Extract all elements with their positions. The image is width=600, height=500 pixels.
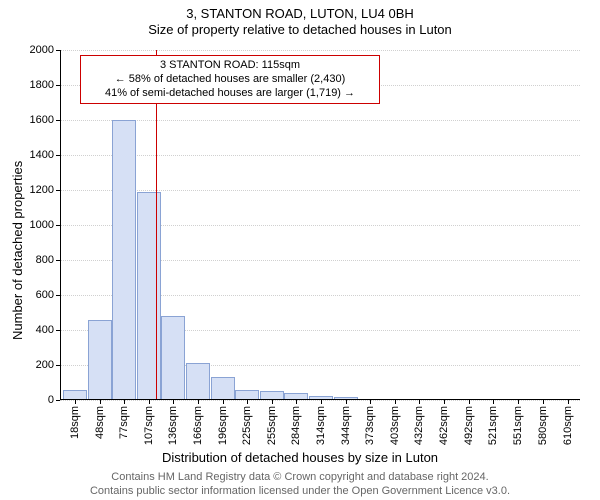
- grid-line: [60, 120, 580, 122]
- x-tick-mark: [149, 400, 150, 404]
- annotation-box: 3 STANTON ROAD: 115sqm ← 58% of detached…: [80, 55, 380, 104]
- chart-container: 3, STANTON ROAD, LUTON, LU4 0BH Size of …: [0, 0, 600, 500]
- x-tick-label: 462sqm: [438, 406, 450, 445]
- histogram-bar: [88, 320, 112, 401]
- x-tick-label: 136sqm: [167, 406, 179, 445]
- x-tick-mark: [198, 400, 199, 404]
- x-tick-mark: [419, 400, 420, 404]
- x-tick-mark: [444, 400, 445, 404]
- y-axis-label: Number of detached properties: [10, 161, 25, 340]
- chart-subtitle: Size of property relative to detached ho…: [0, 22, 600, 37]
- x-tick-label: 373sqm: [364, 406, 376, 445]
- x-tick-mark: [100, 400, 101, 404]
- x-tick-mark: [321, 400, 322, 404]
- grid-line: [60, 400, 580, 402]
- y-tick-label: 1000: [30, 219, 54, 231]
- x-tick-label: 492sqm: [463, 406, 475, 445]
- y-tick-label: 600: [36, 289, 54, 301]
- x-tick-mark: [272, 400, 273, 404]
- x-tick-label: 77sqm: [118, 406, 130, 439]
- y-tick-label: 1200: [30, 184, 54, 196]
- y-tick-label: 1600: [30, 114, 54, 126]
- x-tick-label: 610sqm: [562, 406, 574, 445]
- x-tick-mark: [370, 400, 371, 404]
- plot-area: 0200400600800100012001400160018002000 18…: [60, 50, 580, 400]
- x-tick-mark: [493, 400, 494, 404]
- x-tick-mark: [469, 400, 470, 404]
- y-tick-label: 400: [36, 324, 54, 336]
- x-tick-mark: [568, 400, 569, 404]
- y-tick-label: 1400: [30, 149, 54, 161]
- y-tick-label: 200: [36, 359, 54, 371]
- y-tick-label: 800: [36, 254, 54, 266]
- x-tick-mark: [395, 400, 396, 404]
- grid-line: [60, 50, 580, 52]
- y-tick-label: 2000: [30, 44, 54, 56]
- x-tick-mark: [518, 400, 519, 404]
- histogram-bar: [186, 363, 210, 400]
- annotation-line2: ← 58% of detached houses are smaller (2,…: [87, 73, 373, 87]
- x-tick-label: 225sqm: [241, 406, 253, 445]
- x-tick-mark: [543, 400, 544, 404]
- x-tick-mark: [296, 400, 297, 404]
- footer-line1: Contains HM Land Registry data © Crown c…: [0, 470, 600, 484]
- x-tick-mark: [223, 400, 224, 404]
- footer-line2: Contains public sector information licen…: [0, 484, 600, 498]
- y-axis: [60, 50, 61, 400]
- x-axis-label: Distribution of detached houses by size …: [0, 450, 600, 465]
- histogram-bar: [112, 120, 136, 400]
- y-tick-mark: [56, 400, 60, 401]
- x-tick-label: 255sqm: [266, 406, 278, 445]
- grid-line: [60, 155, 580, 157]
- x-tick-label: 521sqm: [487, 406, 499, 445]
- x-tick-label: 551sqm: [512, 406, 524, 445]
- x-tick-label: 196sqm: [217, 406, 229, 445]
- histogram-bar: [211, 377, 235, 400]
- x-tick-label: 107sqm: [143, 406, 155, 445]
- chart-title: 3, STANTON ROAD, LUTON, LU4 0BH: [0, 6, 600, 21]
- x-tick-label: 403sqm: [389, 406, 401, 445]
- y-tick-label: 0: [48, 394, 54, 406]
- annotation-line1: 3 STANTON ROAD: 115sqm: [87, 59, 373, 73]
- x-tick-label: 48sqm: [94, 406, 106, 439]
- x-tick-mark: [247, 400, 248, 404]
- x-tick-mark: [124, 400, 125, 404]
- x-tick-label: 18sqm: [69, 406, 81, 439]
- x-tick-mark: [346, 400, 347, 404]
- y-tick-label: 1800: [30, 79, 54, 91]
- x-tick-label: 314sqm: [315, 406, 327, 445]
- footer-text: Contains HM Land Registry data © Crown c…: [0, 470, 600, 499]
- x-tick-label: 344sqm: [340, 406, 352, 445]
- x-tick-label: 432sqm: [413, 406, 425, 445]
- annotation-line3: 41% of semi-detached houses are larger (…: [87, 87, 373, 101]
- x-tick-mark: [173, 400, 174, 404]
- x-tick-mark: [75, 400, 76, 404]
- x-tick-label: 284sqm: [290, 406, 302, 445]
- x-tick-label: 166sqm: [192, 406, 204, 445]
- histogram-bar: [137, 192, 161, 400]
- histogram-bar: [161, 316, 185, 400]
- x-axis: [60, 399, 580, 400]
- x-tick-label: 580sqm: [537, 406, 549, 445]
